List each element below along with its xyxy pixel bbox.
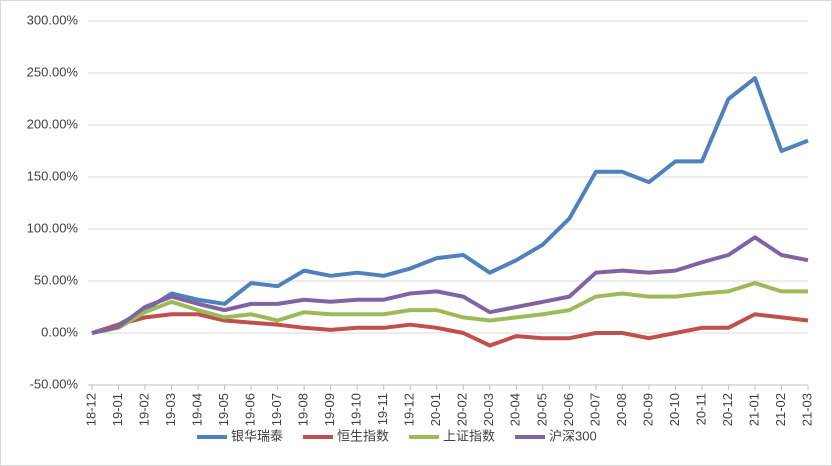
- x-tick-label: 20-02: [455, 393, 470, 426]
- x-tick-label: 21-02: [773, 393, 788, 426]
- x-tick-label: 19-03: [163, 393, 178, 426]
- x-tick-label: 20-06: [561, 393, 576, 426]
- x-tick-label: 20-10: [667, 393, 682, 426]
- x-tick-label: 19-12: [402, 393, 417, 426]
- x-tick-label: 20-05: [534, 393, 549, 426]
- x-tick-label: 19-07: [269, 393, 284, 426]
- x-tick-label: 19-06: [243, 393, 258, 426]
- x-tick-label: 20-11: [693, 393, 708, 425]
- legend-label: 上证指数: [443, 428, 495, 443]
- y-tick-label: -50.00%: [30, 376, 79, 391]
- x-tick-label: 20-03: [481, 393, 496, 426]
- x-tick-label: 20-04: [508, 393, 523, 426]
- x-tick-label: 18-12: [83, 393, 98, 426]
- y-tick-label: 300.00%: [27, 12, 79, 27]
- x-tick-label: 20-12: [720, 393, 735, 426]
- x-tick-label: 19-08: [296, 393, 311, 426]
- x-tick-label: 19-10: [349, 393, 364, 426]
- legend-label: 沪深300: [549, 428, 597, 443]
- y-tick-label: 50.00%: [34, 272, 79, 287]
- series-line: [91, 76, 809, 335]
- x-tick-label: 19-11: [375, 393, 390, 425]
- legend-label: 恒生指数: [337, 428, 389, 443]
- x-tick-label: 21-03: [799, 393, 814, 426]
- series-line: [91, 312, 809, 348]
- legend-label: 银华瑞泰: [231, 428, 283, 443]
- y-tick-label: 150.00%: [27, 168, 79, 183]
- y-tick-label: 0.00%: [41, 324, 78, 339]
- x-tick-label: 21-01: [746, 393, 761, 426]
- x-tick-label: 19-09: [322, 393, 337, 426]
- y-tick-label: 100.00%: [27, 220, 79, 235]
- x-tick-label: 19-01: [110, 393, 125, 426]
- x-tick-label: 20-09: [640, 393, 655, 426]
- x-tick-label: 20-08: [614, 393, 629, 426]
- y-tick-label: 200.00%: [27, 116, 79, 131]
- series-line: [91, 281, 808, 335]
- x-tick-label: 19-05: [216, 393, 231, 426]
- x-tick-label: 20-07: [587, 393, 602, 426]
- series-line: [91, 235, 809, 335]
- x-tick-label: 20-01: [428, 393, 443, 426]
- x-tick-label: 19-04: [190, 393, 205, 426]
- x-tick-label: 19-02: [136, 393, 151, 426]
- y-tick-label: 250.00%: [27, 64, 79, 79]
